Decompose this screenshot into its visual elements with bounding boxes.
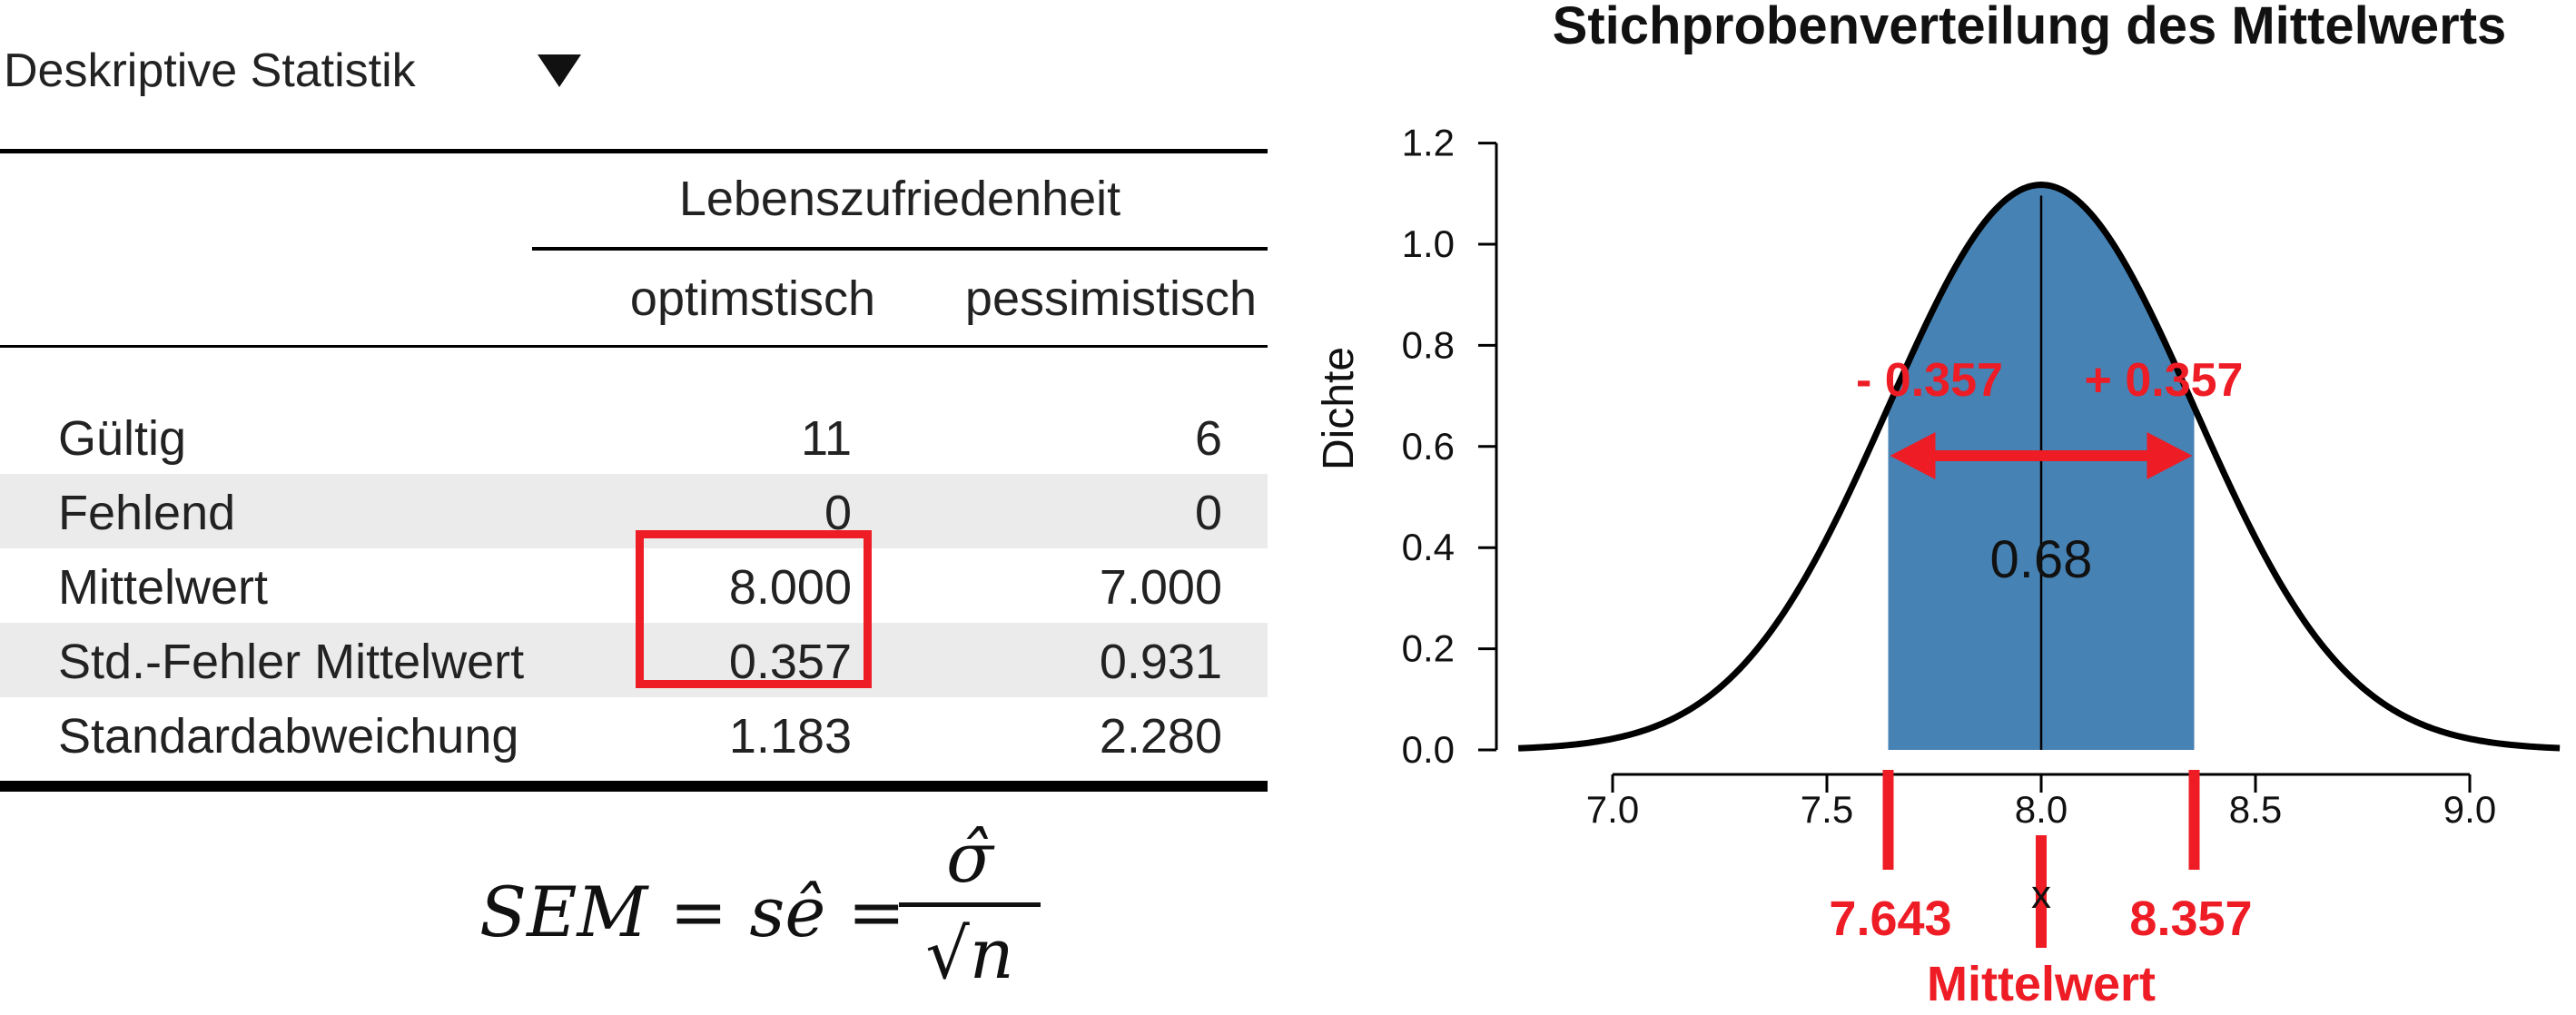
x-tick-label: 8.0	[2015, 788, 2068, 831]
cell-value: 2.280	[1099, 709, 1222, 764]
table-row: Gültig 11 6	[0, 399, 1268, 474]
y-tick-label: 0.2	[1402, 627, 1455, 670]
formula-numerator: σ̂	[946, 817, 993, 898]
cell-value: 8.000	[728, 560, 852, 615]
plus-sem-label: + 0.357	[2085, 354, 2244, 407]
x-tick-label: 9.0	[2443, 788, 2496, 831]
cell-value: 6	[1194, 411, 1222, 466]
cell-value: 0.931	[1099, 635, 1222, 689]
row-label: Gültig	[58, 411, 187, 466]
table-group-rule	[532, 247, 1268, 251]
y-tick-label: 1.2	[1402, 122, 1455, 164]
table-row: Mittelwert 8.000 7.000	[0, 548, 1268, 623]
column-header-optimistic: optimstisch	[629, 271, 875, 326]
table-row: Standardabweichung 1.183 2.280	[0, 697, 1268, 772]
x-tick-label: 7.5	[1801, 788, 1853, 831]
formula-denominator: √n	[925, 913, 1014, 994]
x-tick-label: 7.0	[1586, 788, 1639, 831]
y-tick-label: 0.0	[1402, 728, 1455, 771]
mean-marker	[2036, 835, 2047, 948]
cell-value: 11	[800, 411, 852, 466]
triangle-down-icon[interactable]	[538, 54, 581, 87]
row-label: Std.-Fehler Mittelwert	[58, 635, 525, 689]
lower-bound-label: 7.643	[1829, 892, 1951, 946]
y-tick-label: 1.0	[1402, 222, 1455, 265]
upper-bound-marker	[2188, 770, 2200, 870]
formula-lhs: SEM = sê =	[479, 872, 906, 952]
row-label: Fehlend	[58, 486, 236, 540]
plot-area: 0.0 0.2 0.4 0.6 0.8 1.0 1.2 7.0 7.5 8.0 8.5 9.0 0.68…	[1402, 122, 2561, 1011]
highlight-box	[636, 530, 872, 688]
cell-value: 0	[1194, 486, 1222, 540]
density-curve	[1518, 182, 2561, 752]
y-tick-label: 0.6	[1402, 425, 1455, 468]
arrow-right-head	[2147, 432, 2193, 479]
x-tick-label: 8.5	[2229, 788, 2282, 831]
area-label: 0.68	[1990, 530, 2093, 589]
table-header-rule	[0, 345, 1268, 348]
minus-sem-label: - 0.357	[1856, 354, 2003, 407]
mean-label: Mittelwert	[1927, 957, 2156, 1011]
formula-fraction: σ̂ √n	[899, 817, 1041, 998]
row-label: Standardabweichung	[58, 709, 519, 764]
table-group-header: Lebenszufriedenheit	[678, 172, 1121, 226]
arrow-left-head	[1890, 432, 1936, 479]
y-tick-label: 0.4	[1402, 526, 1455, 568]
table-row: Std.-Fehler Mittelwert 0.357 0.931	[0, 623, 1268, 697]
table-body: Gültig 11 6 Fehlend 0 0 Mittelwert 8.000…	[0, 399, 1268, 772]
y-tick-label: 0.8	[1402, 323, 1455, 366]
panel-title: Deskriptive Statistik	[4, 44, 416, 97]
lower-bound-marker	[1882, 770, 1894, 870]
table-row: Fehlend 0 0	[0, 474, 1268, 548]
table-top-rule	[0, 149, 1268, 153]
column-header-pessimistic: pessimistisch	[964, 271, 1257, 326]
table-bottom-rule	[0, 781, 1268, 792]
cell-value: 7.000	[1099, 560, 1222, 615]
row-label: Mittelwert	[58, 560, 269, 615]
cell-value: 1.183	[728, 709, 852, 764]
chart-title: Stichprobenverteilung des Mittelwerts	[1553, 0, 2507, 55]
fraction-bar	[899, 902, 1041, 907]
upper-bound-label: 8.357	[2129, 892, 2252, 946]
mean-symbol: x	[2031, 872, 2051, 917]
y-axis-label: Dichte	[1315, 347, 1363, 470]
